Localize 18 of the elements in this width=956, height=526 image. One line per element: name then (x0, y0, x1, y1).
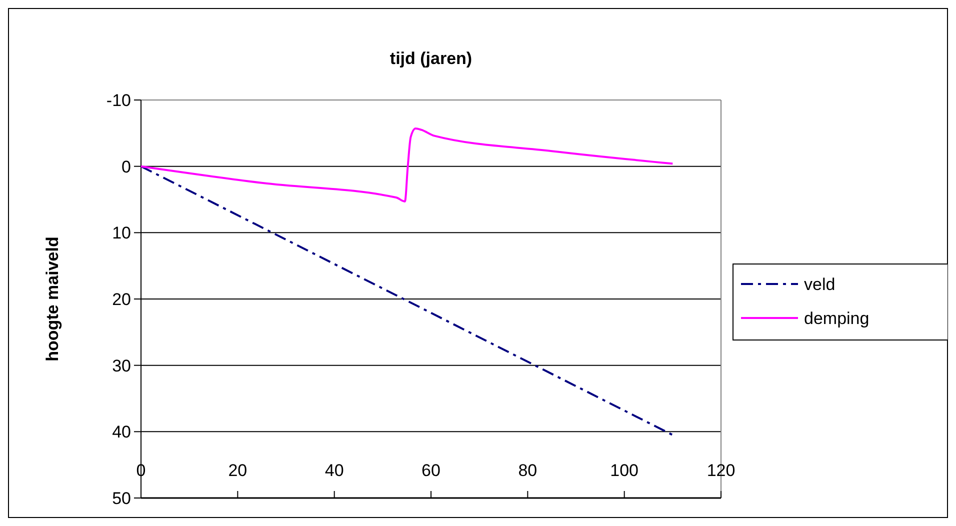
y-tick-label: 20 (112, 290, 131, 309)
y-tick-label: -10 (106, 90, 131, 110)
x-tick-label: 40 (324, 460, 344, 480)
y-tick-label: 30 (112, 356, 131, 376)
line-series (140, 128, 674, 202)
x-tick-label: 100 (610, 460, 639, 480)
x-tick-label: 120 (706, 460, 736, 480)
x-tick-label: 80 (518, 460, 538, 480)
y-tick-label: 10 (112, 224, 131, 243)
legend-label: demping (804, 308, 870, 328)
x-tick-label: 20 (228, 460, 248, 480)
y-tick-label: 50 (112, 488, 131, 508)
y-tick-label: 0 (122, 157, 131, 176)
chart-title: tijd (jaren) (390, 49, 472, 68)
y-tick-label: 40 (112, 422, 131, 442)
y-axis-title: hoogte maiveld (43, 236, 62, 362)
x-tick-label: 60 (422, 460, 440, 480)
legend-label: veld (804, 274, 836, 294)
